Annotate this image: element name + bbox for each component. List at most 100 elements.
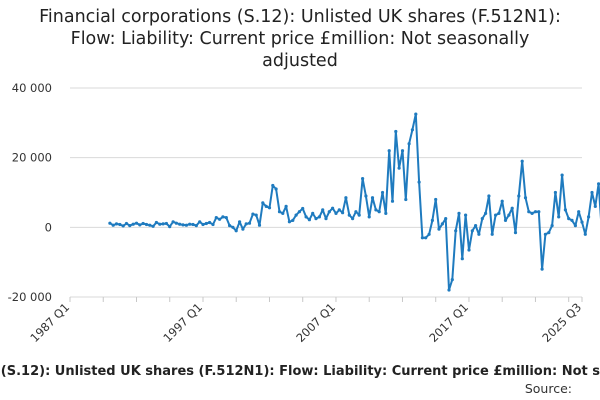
data-point[interactable] [347,213,351,217]
data-point[interactable] [321,208,325,212]
data-point[interactable] [131,222,135,226]
data-point[interactable] [208,220,212,225]
data-point[interactable] [351,217,355,221]
data-point[interactable] [380,190,385,195]
data-point[interactable] [387,149,391,153]
data-point[interactable] [294,213,298,217]
data-point[interactable] [523,196,528,200]
data-point[interactable] [590,190,594,195]
data-point[interactable] [254,213,258,217]
data-point[interactable] [188,222,192,226]
data-point[interactable] [218,217,222,221]
data-point[interactable] [158,222,162,226]
data-point[interactable] [560,173,564,177]
data-point[interactable] [414,112,418,116]
data-point[interactable] [118,222,122,227]
data-point[interactable] [460,257,464,261]
data-point[interactable] [271,183,275,188]
data-point[interactable] [331,206,335,210]
data-point[interactable] [364,194,368,198]
data-point[interactable] [281,211,285,215]
data-point[interactable] [198,220,202,224]
data-point[interactable] [557,215,561,219]
data-point[interactable] [121,224,125,228]
data-point[interactable] [154,220,158,225]
data-point[interactable] [533,210,538,214]
data-point[interactable] [108,221,112,225]
data-point[interactable] [450,278,454,282]
data-point[interactable] [543,232,548,236]
data-point[interactable] [507,213,511,217]
data-point[interactable] [174,221,178,225]
data-point[interactable] [563,208,568,212]
data-point[interactable] [437,227,441,231]
data-point[interactable] [367,215,371,219]
data-point[interactable] [311,211,315,215]
data-point[interactable] [470,229,474,233]
data-point[interactable] [474,224,478,228]
data-point[interactable] [211,222,215,227]
data-point[interactable] [410,128,414,132]
data-point[interactable] [297,210,301,214]
data-point[interactable] [214,216,218,220]
data-point[interactable] [301,206,305,211]
data-point[interactable] [370,196,375,200]
data-point[interactable] [361,177,365,181]
data-point[interactable] [161,222,165,226]
data-point[interactable] [357,213,361,217]
data-point[interactable] [184,223,188,227]
data-point[interactable] [344,196,348,200]
data-point[interactable] [111,223,115,227]
data-point[interactable] [334,211,338,215]
data-point[interactable] [400,149,405,153]
data-point[interactable] [224,216,228,220]
data-point[interactable] [510,206,514,210]
data-point[interactable] [228,224,232,228]
data-point[interactable] [148,223,152,227]
data-point[interactable] [587,215,591,219]
data-point[interactable] [194,224,198,228]
data-point[interactable] [134,221,139,225]
data-point[interactable] [464,213,468,217]
data-point[interactable] [527,210,531,214]
data-point[interactable] [397,166,401,170]
data-point[interactable] [124,221,129,226]
data-point[interactable] [597,182,600,186]
data-point[interactable] [520,159,524,163]
data-point[interactable] [480,217,484,221]
data-point[interactable] [264,204,268,208]
data-point[interactable] [231,225,235,229]
data-point[interactable] [128,224,132,228]
data-point[interactable] [138,223,142,227]
data-point[interactable] [583,232,587,236]
data-point[interactable] [550,224,554,228]
data-point[interactable] [241,227,245,231]
data-point[interactable] [420,236,424,240]
data-point[interactable] [517,194,521,198]
data-point[interactable] [181,223,185,227]
data-point[interactable] [404,197,408,202]
data-point[interactable] [277,210,282,214]
data-point[interactable] [384,211,388,215]
data-point[interactable] [274,187,278,191]
data-point[interactable] [238,220,242,224]
data-point[interactable] [307,218,311,222]
data-point[interactable] [284,204,288,208]
data-point[interactable] [497,211,501,215]
data-point[interactable] [487,194,491,198]
data-point[interactable] [454,229,458,233]
data-point[interactable] [530,211,534,215]
data-point[interactable] [257,223,262,227]
data-point[interactable] [477,232,481,236]
data-point[interactable] [537,210,541,214]
data-point[interactable] [287,220,291,224]
data-point[interactable] [178,222,182,226]
data-point[interactable] [261,201,265,205]
data-point[interactable] [244,222,248,226]
data-point[interactable] [168,225,172,229]
data-point[interactable] [141,221,145,226]
data-point[interactable] [314,217,318,221]
data-point[interactable] [427,232,431,236]
data-point[interactable] [374,208,378,212]
data-point[interactable] [354,210,358,214]
